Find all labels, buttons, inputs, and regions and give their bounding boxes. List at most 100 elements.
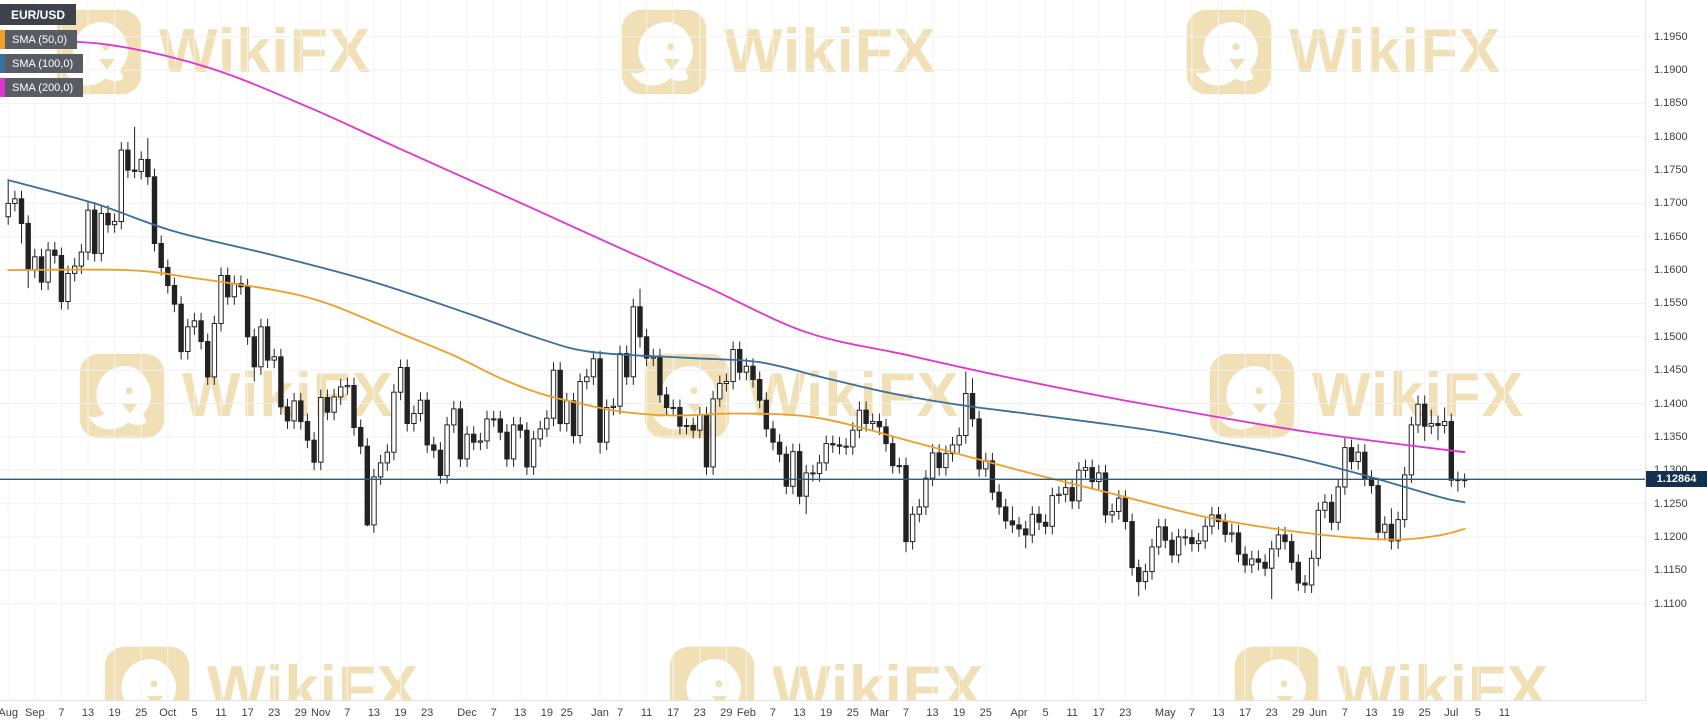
candle-bearish [1222,521,1228,535]
candle-bearish [145,158,151,178]
candle-bullish [331,396,337,413]
candle-bearish [770,428,776,443]
candle-bullish [590,358,597,378]
candle-bullish [1408,424,1415,476]
candle-bearish [1435,423,1441,426]
candle-bullish [510,424,517,460]
candle-bearish [1102,472,1109,516]
candle-bearish [1282,534,1288,543]
sma200-badge[interactable]: SMA (200,0) [0,78,84,97]
time-axis-label: Jul [1444,707,1459,719]
candle-bullish [185,326,191,352]
candle-bullish [856,409,863,431]
time-axis-label: 11 [1066,707,1078,719]
sma100-badge[interactable]: SMA (100,0) [0,54,84,73]
candle-bearish [105,212,111,226]
candle-bullish [610,405,616,409]
time-axis-label: 23 [268,707,281,719]
candle-bullish [1062,487,1069,495]
symbol-badge[interactable]: EUR/USD [0,4,77,25]
candle-bullish [584,376,590,383]
candle-bearish [504,431,510,460]
candle-bullish [697,414,703,431]
time-axis-label: 13 [793,707,806,719]
candle-bearish [165,267,171,286]
candle-bearish [996,491,1002,508]
candle-bullish [683,425,690,427]
candle-bullish [65,273,71,302]
candle-bearish [517,424,523,431]
candle-bullish [1029,513,1035,536]
candle-bearish [205,341,211,378]
candle-bearish [1069,487,1075,502]
candle-bearish [198,320,204,342]
candle-bearish [863,409,869,425]
candle-bullish [411,413,417,424]
candle-bullish [1056,493,1062,497]
candle-bullish [1428,423,1434,427]
price-axis-label: 1.1100 [1654,597,1687,610]
candle-bearish [597,358,603,443]
time-axis-label: 5 [191,707,198,719]
candle-bearish [311,439,317,463]
time-axis-label: 25 [135,707,148,719]
candle-bullish [32,256,38,271]
time-axis-label: 7 [1341,707,1348,719]
time-axis-label: 25 [979,707,992,719]
candle-bullish [484,418,490,442]
time-axis-label: Aug [0,707,18,719]
watermark-text: WikiFX [772,654,985,700]
candle-bullish [1229,532,1235,535]
price-axis[interactable]: 1.12864 1.1950 1.1900 1.1850 1.1800 1.1750 1.… [1645,0,1707,700]
wikifx-logo-icon [56,9,142,95]
time-axis-label: 29 [720,707,733,719]
price-axis-label: 1.1200 [1654,530,1688,543]
candle-bullish [1109,511,1115,516]
candle-bearish [750,365,756,381]
candle-bearish [783,453,789,487]
candle-bearish [796,451,803,497]
time-axis-label: 11 [640,707,653,719]
time-axis-label: 23 [421,707,434,719]
candle-bearish [903,465,909,543]
sma200-color-swatch [0,78,5,97]
candle-bullish [743,365,750,373]
time-axis-label: 29 [1292,707,1305,719]
time-axis-label: 17 [667,707,680,719]
candle-bearish [151,176,158,244]
time-axis-label: Sep [25,707,45,719]
candle-bearish [690,425,696,431]
candle-bearish [437,449,444,477]
candle-bearish [637,306,643,338]
candle-bearish [703,414,710,468]
sma-200-0-line [7,38,1466,454]
candle-bearish [836,444,843,447]
sma50-badge[interactable]: SMA (50,0) [0,30,78,49]
candle-bearish [936,452,942,469]
sma200-label: SMA (200,0) [12,81,74,94]
time-axis-label: Oct [159,707,177,719]
candle-bullish [12,198,18,205]
candle-bearish [497,418,504,433]
candle-bullish [1195,540,1202,545]
candle-bullish [344,385,351,388]
candle-bullish [617,353,623,407]
time-axis-label: 25 [1418,707,1431,719]
candle-bearish [1262,561,1268,569]
candle-bullish [577,381,583,436]
candlestick-chart[interactable]: WikiFX WikiFX WikiFX [0,0,1645,700]
watermark-text: WikiFX [724,17,937,86]
candle-bullish [1402,474,1408,521]
candle-bullish [963,393,969,436]
candle-bullish [384,451,391,464]
time-axis[interactable]: Aug Sep 7 13 19 25 Oct 5 11 17 23 29 Nov 7 13 19 23 Dec 7 1… [0,700,1645,728]
symbol-label: EUR/USD [11,7,66,22]
candle-bullish [377,462,384,478]
candle-bullish [790,451,796,487]
time-axis-label: 11 [215,707,227,719]
candle-bearish [251,336,258,368]
candle-bullish [318,397,324,463]
time-axis-label: 23 [1119,707,1132,719]
candle-bullish [118,149,124,223]
chart-canvas [0,0,1645,700]
